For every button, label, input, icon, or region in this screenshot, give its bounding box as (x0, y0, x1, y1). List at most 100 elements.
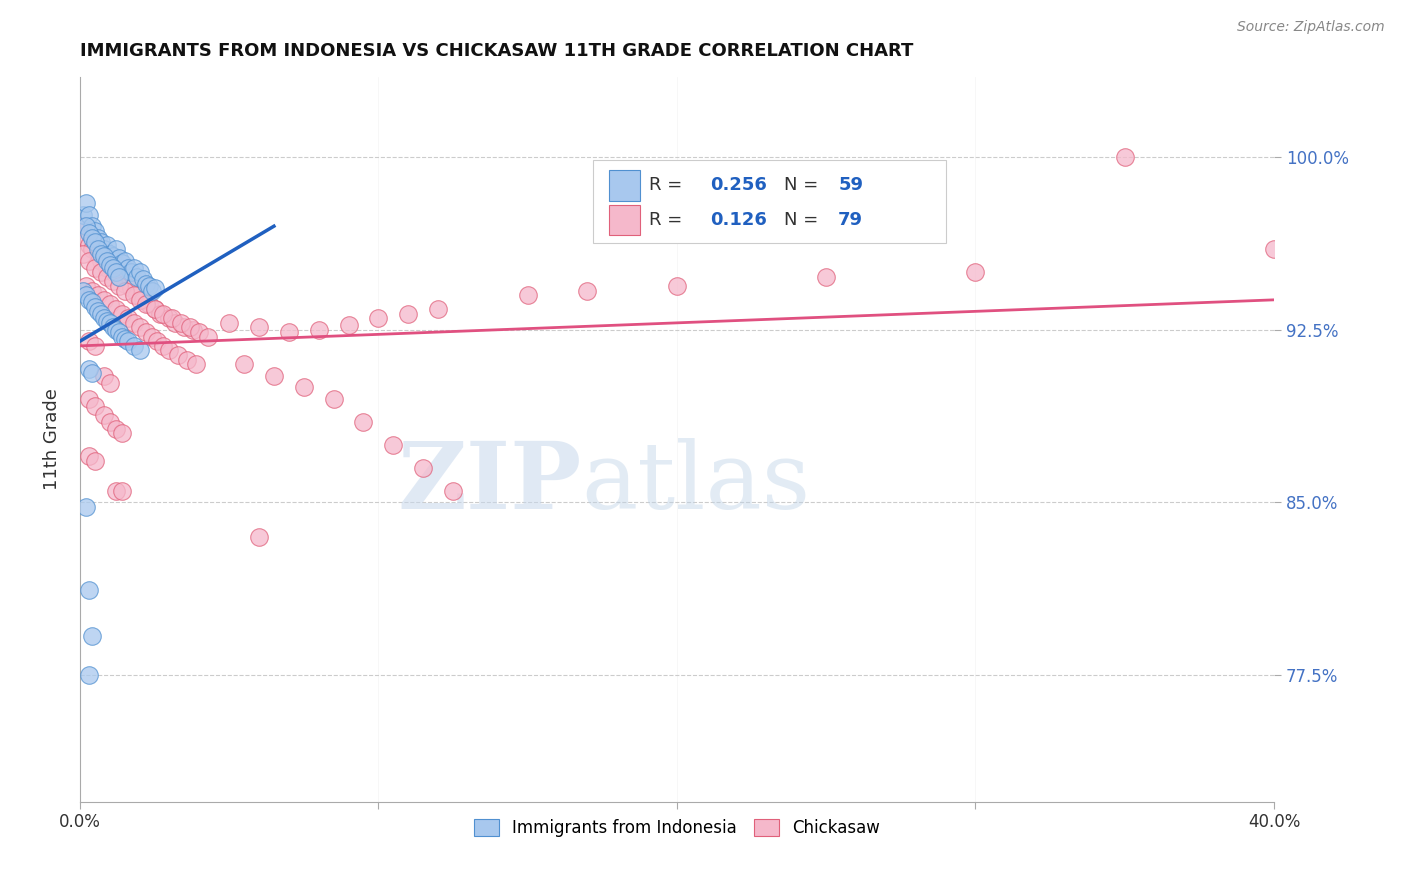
Point (72, 208, 94, 222)
Point (247, 320, 270, 334)
Point (181, 323, 204, 337)
Point (135, 277, 157, 291)
Point (131, 293, 153, 307)
Point (75, 288, 97, 302)
Point (159, 343, 181, 358)
Y-axis label: 11th Grade: 11th Grade (44, 388, 60, 490)
Point (141, 284, 163, 298)
FancyBboxPatch shape (609, 170, 640, 201)
Point (83, 224, 105, 238)
Point (98, 415, 121, 429)
Point (111, 307, 134, 321)
Point (165, 316, 187, 330)
Point (233, 357, 256, 371)
Point (93, 408, 115, 422)
Point (122, 339, 145, 353)
Point (576, 284, 599, 298)
Point (83, 454, 105, 468)
Point (104, 422, 127, 436)
Point (111, 256, 134, 270)
Point (167, 348, 190, 362)
Point (1263, 242, 1285, 256)
Point (120, 265, 142, 279)
Point (107, 269, 129, 284)
Point (141, 329, 163, 343)
Point (277, 325, 299, 339)
Point (665, 279, 688, 293)
Point (117, 334, 139, 349)
Point (96, 313, 118, 327)
Point (382, 438, 405, 452)
Point (197, 329, 219, 343)
Point (98, 316, 121, 330)
Point (135, 297, 157, 311)
Point (146, 334, 169, 349)
Point (87, 242, 110, 256)
Point (111, 426, 134, 441)
Point (101, 275, 124, 289)
Point (87, 247, 110, 261)
Point (138, 297, 160, 311)
Point (80, 219, 103, 234)
Point (138, 279, 160, 293)
Point (125, 269, 148, 284)
Point (90, 253, 112, 268)
Point (101, 320, 124, 334)
Point (98, 247, 121, 261)
Point (77, 334, 100, 349)
Point (114, 253, 136, 268)
Point (111, 329, 134, 343)
Point (149, 307, 172, 321)
Point (93, 293, 115, 307)
Point (77, 226, 100, 240)
Point (93, 242, 115, 256)
Text: 79: 79 (838, 211, 863, 229)
Point (247, 530, 270, 544)
Point (135, 325, 157, 339)
Point (125, 288, 148, 302)
Point (159, 311, 181, 326)
Point (83, 260, 105, 275)
Point (75, 219, 97, 234)
Point (101, 265, 124, 279)
Point (107, 279, 129, 293)
Text: atlas: atlas (582, 438, 811, 527)
Point (77, 450, 100, 464)
Point (122, 316, 145, 330)
Point (188, 325, 211, 339)
Point (90, 265, 112, 279)
Point (412, 460, 434, 475)
Text: 0.126: 0.126 (710, 211, 768, 229)
Point (170, 316, 193, 330)
Point (107, 252, 129, 266)
Point (80, 284, 103, 298)
FancyBboxPatch shape (593, 160, 946, 244)
Point (120, 281, 142, 295)
Point (143, 301, 166, 316)
Point (152, 339, 174, 353)
Point (353, 415, 375, 429)
Point (101, 249, 124, 263)
Point (80, 629, 103, 643)
Point (77, 668, 100, 682)
Text: R =: R = (650, 177, 689, 194)
Point (965, 265, 987, 279)
Point (77, 392, 100, 406)
Point (162, 311, 184, 326)
Point (72, 247, 94, 261)
Point (93, 249, 115, 263)
Point (143, 301, 166, 316)
Point (128, 265, 150, 279)
Point (104, 323, 127, 337)
Point (176, 352, 198, 367)
Point (218, 316, 240, 330)
Point (111, 483, 134, 498)
Point (80, 242, 103, 256)
Point (131, 272, 153, 286)
Point (87, 304, 110, 318)
Point (143, 281, 166, 295)
Point (75, 500, 97, 514)
Point (263, 368, 285, 383)
Point (122, 288, 145, 302)
FancyBboxPatch shape (609, 205, 640, 235)
